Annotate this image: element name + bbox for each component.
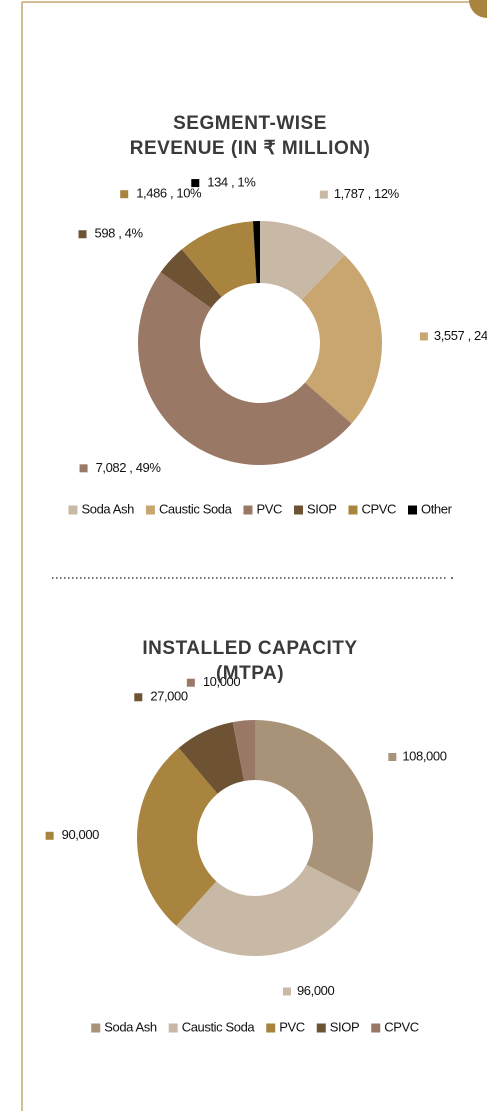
label-swatch: [419, 332, 428, 341]
label-swatch: [388, 753, 397, 762]
legend: Soda Ash Caustic Soda PVC SIOP CPVC: [91, 1019, 419, 1034]
legend-swatch: [371, 1023, 381, 1033]
legend-swatch: [348, 505, 358, 515]
slice: [255, 720, 373, 893]
data-label: 90,000: [62, 827, 100, 842]
slice: [260, 221, 345, 300]
label-swatch: [45, 831, 54, 840]
label-swatch: [282, 987, 291, 996]
separator-dot: [451, 577, 453, 579]
data-label: 1,486 , 10%: [136, 186, 202, 201]
data-label: 3,557 , 24%: [434, 328, 487, 343]
legend-label: Caustic Soda: [182, 1019, 256, 1034]
legend-swatch: [408, 505, 418, 515]
legend-label: Soda Ash: [104, 1019, 157, 1034]
slice: [136, 747, 218, 926]
slice: [138, 272, 352, 465]
slice: [232, 720, 255, 782]
legend-label: Other: [421, 501, 453, 516]
slice: [301, 255, 382, 424]
corner-badge: [469, 0, 487, 18]
slice: [252, 221, 260, 284]
legend-label: Caustic Soda: [159, 501, 233, 516]
slice: [181, 221, 257, 297]
data-label: 96,000: [297, 983, 335, 998]
legend-swatch: [145, 505, 155, 515]
label-swatch: [191, 179, 200, 188]
legend-label: PVC: [256, 501, 282, 516]
slice: [160, 249, 222, 309]
label-swatch: [78, 230, 87, 239]
label-swatch: [79, 464, 88, 473]
data-label: 134 , 1%: [207, 175, 256, 190]
legend-swatch: [91, 1023, 101, 1033]
data-label: 598 , 4%: [95, 226, 144, 241]
legend-swatch: [243, 505, 253, 515]
legend-swatch: [294, 505, 304, 515]
data-label: 7,082 , 49%: [96, 460, 162, 475]
legend-label: CPVC: [384, 1019, 419, 1034]
legend-swatch: [266, 1023, 276, 1033]
legend-label: SIOP: [330, 1019, 359, 1034]
legend-label: PVC: [279, 1019, 305, 1034]
label-swatch: [134, 693, 143, 702]
data-label: 10,000: [203, 674, 241, 689]
chart-title: INSTALLED CAPACITY (MTPA): [142, 638, 358, 684]
legend-label: SIOP: [307, 501, 336, 516]
legend-label: CPVC: [361, 501, 396, 516]
data-label: 108,000: [402, 748, 446, 763]
slice: [176, 864, 360, 957]
legend-swatch: [168, 1023, 178, 1033]
slice: [178, 722, 245, 794]
legend: Soda Ash Caustic Soda PVC SIOP CPVC Other: [68, 501, 453, 516]
legend-swatch: [68, 505, 78, 515]
chart-title: SEGMENT-WISE REVENUE (IN ₹ MILLION): [129, 113, 371, 159]
label-swatch: [120, 190, 129, 199]
legend-label: Soda Ash: [81, 501, 134, 516]
label-swatch: [319, 190, 328, 199]
legend-swatch: [316, 1023, 326, 1033]
data-label: 27,000: [150, 689, 188, 704]
data-label: 1,787 , 12%: [334, 186, 400, 201]
label-swatch: [186, 678, 195, 687]
